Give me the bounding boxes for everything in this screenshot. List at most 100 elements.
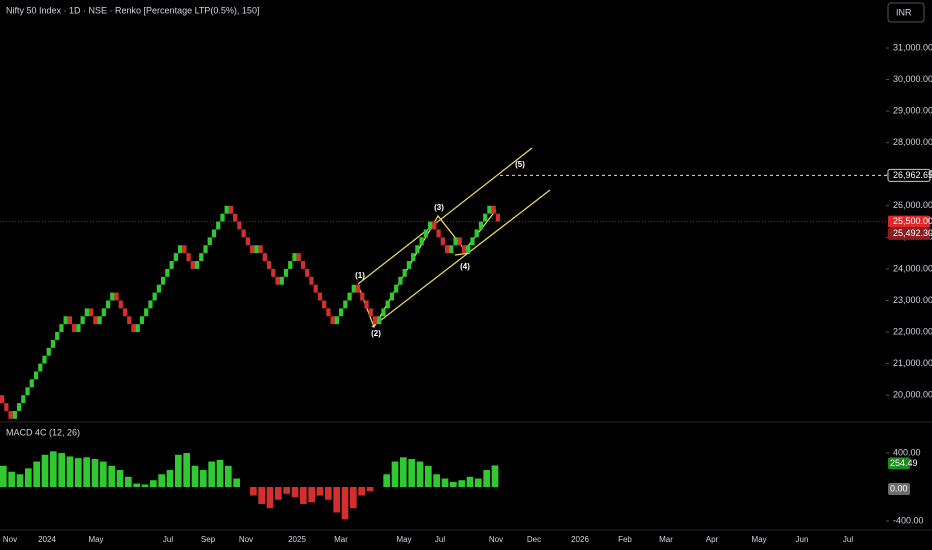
renko-brick [88, 308, 94, 317]
macd-bar [200, 470, 207, 488]
renko-brick [355, 284, 361, 293]
macd-bar [458, 480, 465, 488]
macd-bar [316, 487, 324, 496]
renko-brick [25, 387, 30, 396]
renko-brick [368, 308, 373, 317]
macd-bar [425, 465, 432, 488]
y-tick-label: 29,000.00 [893, 105, 932, 115]
renko-brick [101, 308, 106, 317]
renko-brick [474, 229, 479, 238]
channel-lower [371, 189, 551, 328]
x-tick-label: 2026 [571, 535, 589, 544]
renko-brick [322, 300, 327, 309]
renko-brick [0, 395, 5, 404]
indicator-title: MACD 4C (12, 26) [6, 427, 80, 437]
macd-bar [266, 487, 274, 509]
x-tick-label: May [751, 535, 766, 544]
renko-brick [148, 300, 153, 309]
currency-label[interactable]: INR [896, 7, 912, 17]
renko-brick [110, 292, 115, 301]
renko-brick [72, 324, 77, 333]
renko-brick [360, 292, 365, 301]
macd-bar [341, 487, 349, 520]
macd-bar [408, 458, 415, 488]
macd-bar [75, 458, 82, 488]
price-label: 25,500.00 [893, 216, 932, 226]
y-tick-label: 26,000.00 [893, 200, 932, 210]
renko-brick [398, 276, 403, 285]
macd-bar [383, 474, 390, 488]
indicator-label: 254.49 [890, 458, 918, 468]
renko-brick [271, 268, 276, 277]
y-tick-label: 24,000.00 [893, 263, 932, 273]
renko-brick [144, 308, 149, 317]
macd-bar [325, 487, 332, 500]
macd-bar [91, 458, 99, 488]
renko-brick [135, 324, 140, 333]
renko-brick [182, 245, 187, 254]
macd-bar [25, 468, 32, 488]
macd-bar [83, 457, 90, 488]
renko-brick [292, 253, 297, 262]
macd-bar [333, 487, 340, 513]
x-tick-label: Mar [334, 535, 348, 544]
macd-bar [0, 465, 7, 488]
renko-brick [364, 300, 369, 309]
macd-bar [158, 474, 165, 488]
y-tick-label: 28,000.00 [893, 137, 932, 147]
wave-label: (3) [434, 203, 444, 212]
renko-brick [59, 324, 64, 333]
renko-brick [470, 237, 475, 246]
renko-brick [415, 245, 420, 254]
x-tick-label: Nov [3, 535, 17, 544]
renko-brick [283, 268, 289, 277]
renko-brick [338, 308, 344, 317]
macd-bar [275, 487, 282, 500]
x-tick-label: 2024 [38, 535, 56, 544]
renko-brick [262, 253, 267, 262]
macd-bar [150, 480, 157, 488]
currency-button[interactable] [887, 2, 925, 23]
macd-bar [400, 457, 407, 488]
renko-brick [224, 205, 229, 214]
renko-brick [279, 276, 284, 285]
renko-brick [487, 205, 492, 214]
renko-brick [29, 379, 34, 388]
renko-brick [93, 316, 98, 325]
x-tick-label: Mar [659, 535, 673, 544]
renko-brick [38, 363, 43, 372]
macd-bar [358, 487, 365, 496]
macd-bar [416, 461, 424, 488]
renko-brick [216, 221, 221, 230]
renko-brick [453, 237, 458, 246]
indicator-label-box [888, 483, 910, 496]
macd-bar [16, 474, 24, 488]
renko-brick [186, 253, 191, 262]
renko-brick [457, 237, 462, 246]
indicator-label-box [888, 457, 910, 470]
renko-brick [207, 237, 212, 246]
macd-bar [8, 471, 15, 488]
renko-brick [46, 347, 51, 356]
renko-brick [177, 245, 183, 254]
renko-brick [211, 229, 217, 238]
renko-brick [309, 276, 314, 285]
renko-brick [377, 316, 382, 325]
renko-brick [131, 324, 136, 333]
macd-bar [291, 487, 299, 498]
macd-bar [475, 478, 482, 488]
macd-bar [116, 470, 124, 488]
macd-bar [466, 476, 474, 488]
renko-brick [411, 253, 416, 262]
macd-bar [50, 451, 57, 488]
renko-brick [394, 284, 399, 293]
renko-brick [84, 308, 89, 317]
y-tick-label: 400.00 [893, 447, 921, 457]
macd-bar [108, 465, 115, 488]
renko-brick [156, 284, 162, 293]
x-tick-label: Feb [618, 535, 632, 544]
renko-brick [423, 229, 428, 238]
renko-brick [436, 229, 441, 238]
renko-brick [330, 316, 335, 325]
y-tick-label: 21,000.00 [893, 358, 932, 368]
